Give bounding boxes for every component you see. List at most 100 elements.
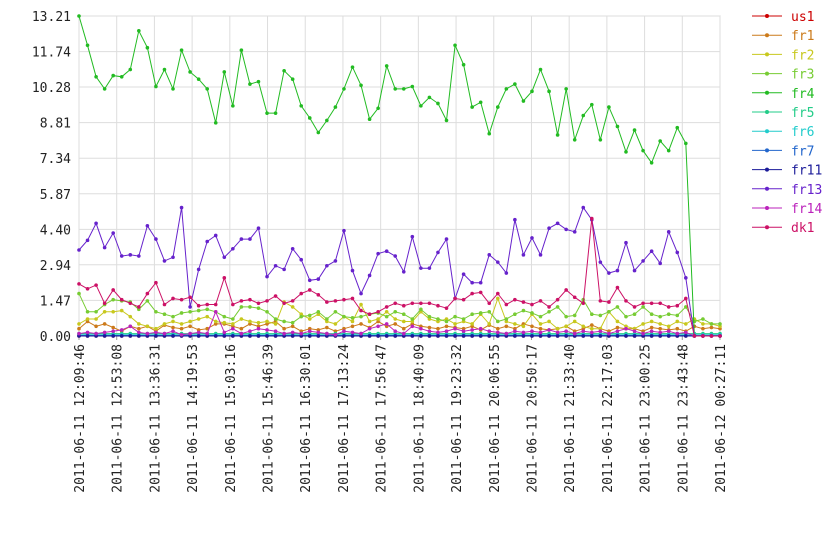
data-point-fr2 bbox=[581, 324, 586, 329]
data-point-fr13 bbox=[555, 221, 560, 226]
data-point-fr2 bbox=[290, 305, 295, 309]
data-point-fr3 bbox=[325, 317, 329, 321]
data-point-fr3 bbox=[299, 314, 304, 319]
data-point-fr2 bbox=[154, 326, 158, 331]
data-point-fr3 bbox=[290, 320, 295, 325]
data-point-fr11 bbox=[213, 334, 218, 338]
data-point-dk1 bbox=[641, 301, 645, 306]
data-point-fr4 bbox=[419, 104, 423, 108]
data-point-dk1 bbox=[718, 334, 722, 338]
data-point-dk1 bbox=[624, 299, 628, 303]
x-tick-label: 2011-06-11 18:40:09 bbox=[412, 344, 427, 493]
data-point-dk1 bbox=[128, 301, 133, 306]
data-point-fr4 bbox=[94, 75, 98, 79]
data-point-fr4 bbox=[119, 75, 124, 79]
data-point-fr2 bbox=[367, 319, 372, 324]
data-point-fr13 bbox=[521, 253, 526, 257]
data-point-fr13 bbox=[171, 255, 175, 260]
legend-label: dk1 bbox=[791, 221, 814, 236]
data-point-fr4 bbox=[316, 130, 321, 135]
data-point-fr2 bbox=[213, 319, 218, 324]
y-tick-label: 4.40 bbox=[40, 223, 71, 238]
data-point-dk1 bbox=[307, 288, 312, 292]
data-point-fr14 bbox=[658, 330, 662, 335]
y-tick-label: 2.94 bbox=[40, 259, 71, 274]
x-tick-label: 2011-06-11 21:33:40 bbox=[563, 344, 578, 493]
data-point-fr11 bbox=[666, 334, 671, 338]
data-point-fr13 bbox=[376, 251, 380, 256]
data-point-fr4 bbox=[658, 139, 662, 143]
data-point-fr4 bbox=[128, 67, 133, 72]
data-point-fr3 bbox=[504, 317, 509, 321]
data-point-fr3 bbox=[145, 299, 150, 303]
data-point-fr1 bbox=[427, 325, 432, 330]
data-point-fr13 bbox=[179, 205, 184, 210]
data-point-fr2 bbox=[248, 319, 252, 324]
data-point-dk1 bbox=[555, 297, 560, 302]
data-point-fr13 bbox=[350, 268, 355, 273]
data-point-fr13 bbox=[547, 226, 551, 231]
legend-label: fr14 bbox=[791, 202, 822, 217]
data-point-fr3 bbox=[453, 314, 457, 319]
data-point-fr14 bbox=[478, 326, 483, 331]
data-point-fr3 bbox=[401, 312, 406, 316]
data-point-dk1 bbox=[205, 302, 209, 307]
legend-label: fr7 bbox=[791, 144, 814, 159]
data-point-fr11 bbox=[590, 334, 594, 338]
data-point-fr4 bbox=[77, 14, 81, 18]
y-tick-label: 1.47 bbox=[40, 294, 71, 309]
series-line-dk1 bbox=[78, 218, 720, 337]
data-point-fr14 bbox=[222, 330, 227, 335]
data-point-fr13 bbox=[102, 245, 107, 250]
data-point-fr2 bbox=[111, 309, 115, 314]
data-point-dk1 bbox=[675, 303, 680, 308]
data-point-dk1 bbox=[333, 299, 338, 303]
data-point-fr3 bbox=[350, 316, 355, 320]
data-point-fr3 bbox=[461, 317, 466, 321]
data-point-fr14 bbox=[564, 329, 568, 333]
data-point-fr14 bbox=[85, 330, 90, 335]
data-point-fr1 bbox=[290, 324, 295, 329]
data-point-fr11 bbox=[128, 334, 133, 338]
data-point-fr4 bbox=[487, 131, 492, 136]
data-point-dk1 bbox=[666, 305, 671, 309]
data-point-fr13 bbox=[427, 266, 432, 270]
data-point-fr14 bbox=[590, 330, 594, 335]
data-point-fr11 bbox=[436, 334, 440, 338]
data-point-fr4 bbox=[196, 77, 201, 82]
legend-item-fr11: fr11 bbox=[752, 164, 822, 179]
data-point-fr14 bbox=[145, 331, 150, 336]
data-point-fr11 bbox=[102, 334, 107, 338]
data-point-fr4 bbox=[572, 137, 577, 142]
data-point-dk1 bbox=[530, 302, 534, 307]
data-point-fr2 bbox=[179, 322, 184, 326]
data-point-fr2 bbox=[401, 319, 406, 324]
data-point-fr4 bbox=[675, 125, 680, 130]
data-point-fr3 bbox=[171, 314, 175, 319]
data-point-fr3 bbox=[222, 314, 227, 319]
data-point-fr4 bbox=[478, 100, 483, 105]
legend-label: fr2 bbox=[791, 48, 814, 63]
data-point-fr13 bbox=[137, 254, 141, 258]
data-point-fr1 bbox=[615, 325, 620, 330]
data-point-fr14 bbox=[419, 326, 423, 331]
data-point-fr2 bbox=[94, 317, 98, 321]
data-point-dk1 bbox=[325, 300, 329, 304]
data-point-fr13 bbox=[77, 248, 81, 252]
data-point-fr13 bbox=[85, 238, 90, 243]
data-point-fr11 bbox=[171, 334, 175, 338]
data-point-fr14 bbox=[401, 331, 406, 336]
data-point-dk1 bbox=[547, 305, 551, 309]
data-point-fr4 bbox=[265, 111, 269, 115]
data-point-fr11 bbox=[649, 334, 654, 338]
data-point-fr13 bbox=[564, 227, 568, 232]
data-point-fr3 bbox=[384, 314, 389, 319]
data-point-fr2 bbox=[393, 317, 398, 321]
data-point-fr14 bbox=[632, 329, 637, 333]
data-point-fr14 bbox=[299, 331, 304, 336]
series-line-fr13 bbox=[78, 206, 720, 337]
legend-marker bbox=[765, 148, 769, 153]
data-point-fr14 bbox=[453, 326, 457, 331]
legend-marker bbox=[765, 206, 769, 210]
data-point-dk1 bbox=[77, 282, 81, 286]
